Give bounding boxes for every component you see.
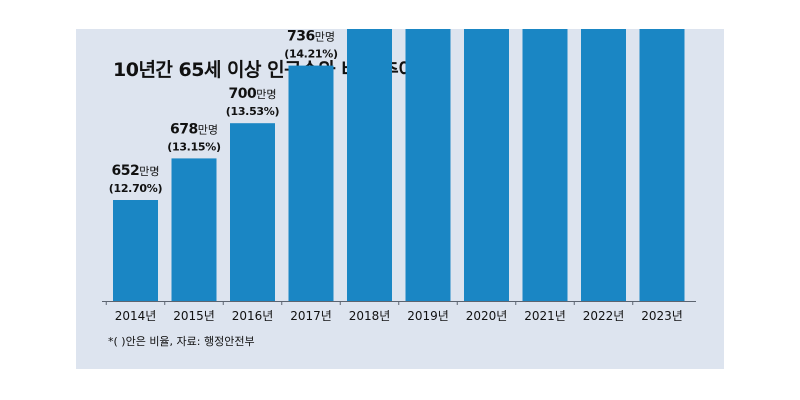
bar [347,29,392,301]
x-tick-label: 2018년 [349,309,391,323]
chart-panel: 10년간 65세 이상 인구수와 비율 추이 2014년 (12.70%) 652만… [76,29,724,369]
data-label: 736만명 [287,29,335,45]
x-tick-label: 2023년 [641,309,683,323]
bar [639,29,685,301]
bar [522,29,568,301]
ratio-label: (12.70%) [109,182,163,195]
x-tick-label: 2017년 [290,309,332,323]
bar-chart: 2014년 (12.70%) 652만명 2015년 (13.15%) 678만명 2016… [102,29,696,323]
x-tick-label: 2014년 [115,309,157,323]
bar [230,123,275,301]
x-tick-label: 2021년 [524,309,566,323]
bar [171,158,217,301]
bar [581,29,626,301]
data-label: 700만명 [229,86,277,102]
data-label: 652만명 [112,163,160,179]
ratio-label: (14.21%) [284,48,338,61]
x-tick-label: 2015년 [173,309,215,323]
x-tick-label: 2020년 [466,309,508,323]
data-label: 678만명 [170,121,218,137]
bar [464,29,509,301]
source-footnote: *( )안은 비율, 자료: 행정안전부 [108,335,255,348]
chart-title: 10년간 65세 이상 인구수와 비율 추이 [113,59,416,81]
bar [113,200,158,301]
bar [288,65,334,301]
x-tick-label: 2019년 [407,309,449,323]
ratio-label: (13.15%) [167,140,221,153]
x-tick-label: 2016년 [232,309,274,323]
bar [405,29,451,302]
ratio-label: (13.53%) [226,105,280,118]
x-tick-label: 2022년 [583,309,625,323]
